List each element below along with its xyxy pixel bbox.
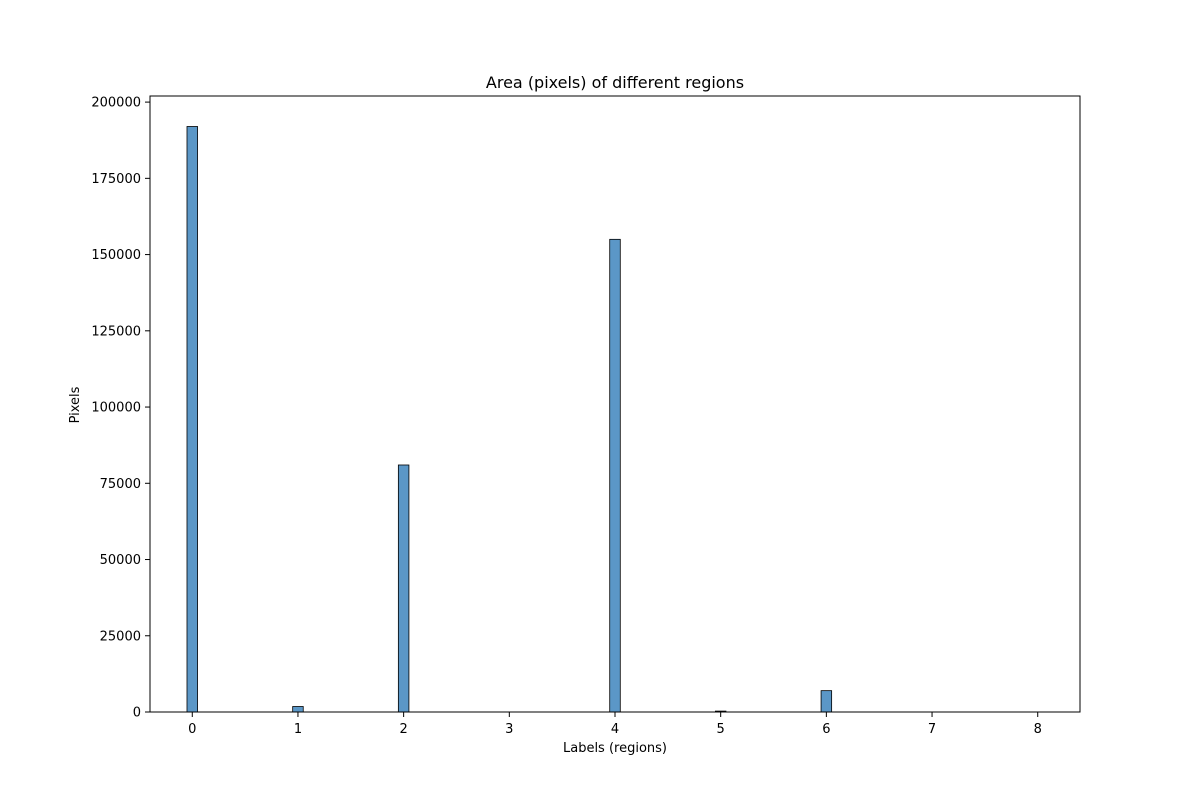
y-axis-label: Pixels (68, 386, 83, 423)
bar-region-1 (292, 706, 304, 713)
y-tick-label: 50000 (100, 553, 141, 568)
bar-region-6 (820, 690, 833, 713)
x-tick-label: 6 (822, 722, 830, 737)
bar-region-0 (186, 126, 198, 713)
x-tick-label: 1 (294, 722, 302, 737)
y-tick-label: 25000 (100, 629, 141, 644)
y-tick-label: 75000 (100, 477, 141, 492)
x-tick-label: 0 (188, 722, 196, 737)
x-tick-label: 8 (1034, 722, 1042, 737)
x-tick-label: 7 (928, 722, 936, 737)
y-tick-label: 0 (133, 706, 141, 721)
bar-region-2 (397, 464, 410, 713)
bar-region-4 (609, 238, 621, 713)
x-tick-label: 4 (611, 722, 619, 737)
x-tick-label: 5 (717, 722, 725, 737)
chart-title: Area (pixels) of different regions (486, 73, 744, 92)
y-tick-label: 100000 (91, 401, 141, 416)
y-tick-label: 150000 (91, 248, 141, 263)
x-tick-label: 3 (505, 722, 513, 737)
plot-frame (149, 95, 1081, 713)
y-tick-label: 125000 (91, 324, 141, 339)
bars (186, 126, 833, 713)
y-tick-label: 175000 (91, 172, 141, 187)
y-axis-ticks: 0 25000 50000 75000 100000 125000 150000 175000… (91, 96, 150, 721)
x-axis-ticks: 0 1 2 3 4 5 6 7 8 (188, 712, 1042, 737)
x-axis-label: Labels (regions) (563, 741, 667, 756)
x-tick-label: 2 (399, 722, 407, 737)
y-tick-label: 200000 (91, 96, 141, 111)
